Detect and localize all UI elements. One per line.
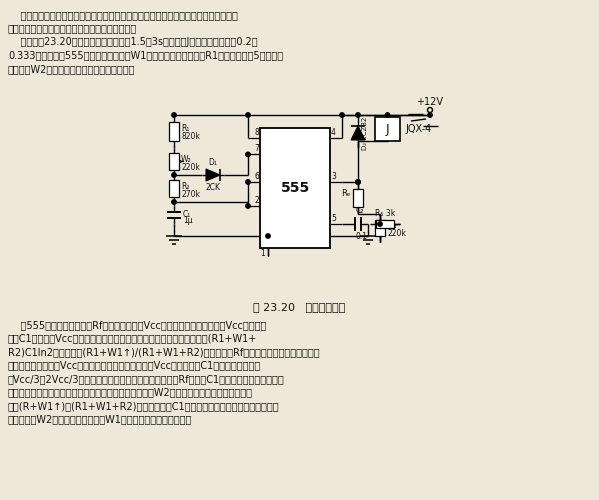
- Text: J: J: [386, 122, 389, 136]
- Circle shape: [246, 152, 250, 156]
- Bar: [169, 154, 179, 170]
- Bar: [260, 128, 330, 248]
- Text: R2)C1ln2，占空比为(R1+W1↑)/(R1+W1+R2)。现在有了Rf反馈，首先使周期变长了，因: R2)C1ln2，占空比为(R1+W1↑)/(R1+W1+R2)。现在有了Rf反…: [8, 347, 320, 357]
- Text: 仍由(R+W1↑)和(R1+W1+R2)的比例决定，C1的充电时间长则放电时间也按比例地: 仍由(R+W1↑)和(R1+W1+R2)的比例决定，C1的充电时间长则放电时间也…: [8, 401, 280, 411]
- Bar: [375, 220, 385, 236]
- Bar: [375, 117, 400, 141]
- Text: 3: 3: [331, 172, 336, 181]
- Text: 820k: 820k: [181, 132, 200, 140]
- Text: C₂: C₂: [356, 206, 364, 215]
- Circle shape: [385, 113, 390, 117]
- Text: 270k: 270k: [181, 190, 200, 200]
- Text: R₅ 3k: R₅ 3k: [375, 209, 395, 218]
- Circle shape: [246, 113, 250, 117]
- Circle shape: [340, 113, 344, 117]
- Text: W₂: W₂: [181, 156, 192, 164]
- Circle shape: [378, 222, 382, 226]
- Text: 1μ: 1μ: [183, 216, 193, 225]
- Text: +12V: +12V: [416, 97, 443, 107]
- Text: 220k: 220k: [181, 164, 200, 172]
- Circle shape: [356, 180, 360, 184]
- Text: JQX-4: JQX-4: [405, 124, 431, 134]
- Text: C₁: C₁: [183, 210, 191, 219]
- Text: 该开关电路是用于电动机调速控制的，其间歇周期和间歇时间均可分别独立调节而互: 该开关电路是用于电动机调速控制的，其间歇周期和间歇时间均可分别独立调节而互: [8, 10, 238, 20]
- Circle shape: [356, 113, 360, 117]
- Text: 7: 7: [254, 144, 259, 154]
- Circle shape: [266, 234, 270, 238]
- Circle shape: [356, 180, 360, 184]
- Circle shape: [246, 204, 250, 208]
- Text: 8: 8: [254, 128, 259, 136]
- Text: 555: 555: [280, 181, 310, 195]
- Text: R₂: R₂: [181, 182, 189, 192]
- Text: 6: 6: [254, 172, 259, 181]
- Text: Rₑ: Rₑ: [341, 190, 351, 198]
- Text: 5: 5: [331, 214, 336, 223]
- Text: D₂ 2CZ82: D₂ 2CZ82: [362, 117, 368, 150]
- Text: 1: 1: [260, 249, 265, 258]
- Text: 出Vcc/3～2Vcc/3，就需变更长的充电时间和放电时间，Rf越小，C1上电压就越要向高、低两: 出Vcc/3～2Vcc/3，就需变更长的充电时间和放电时间，Rf越小，C1上电压…: [8, 374, 285, 384]
- Circle shape: [172, 173, 176, 177]
- Text: R₁: R₁: [181, 124, 189, 132]
- Text: 按555的通常用法是不设Rf的，触发电平是Vcc的三分之一，复位阈值是Vcc的三分之: 按555的通常用法是不设Rf的，触发电平是Vcc的三分之一，复位阈值是Vcc的三…: [8, 320, 267, 330]
- Text: D₁: D₁: [208, 158, 217, 167]
- Text: 二，C1上电压在Vcc的三分之一与三分之二之间充放电反复变化，周期为(R1+W1+: 二，C1上电压在Vcc的三分之一与三分之二之间充放电反复变化，周期为(R1+W1…: [8, 334, 257, 344]
- Text: 220k: 220k: [387, 229, 406, 238]
- Text: 图 23.20   可调间歇开关: 图 23.20 可调间歇开关: [253, 302, 345, 312]
- Text: 2: 2: [254, 196, 259, 205]
- Circle shape: [428, 113, 432, 117]
- Bar: [376, 220, 394, 228]
- Circle shape: [172, 113, 176, 117]
- Text: 2CK: 2CK: [205, 183, 220, 192]
- Text: 0.333连续可调。555构成多谐振荡器，W1调节输出脉冲占空比，R1构成控制端第5脚的反馈: 0.333连续可调。555构成多谐振荡器，W1调节输出脉冲占空比，R1构成控制端…: [8, 50, 283, 60]
- Text: 电路见图23.20所示。这里设定周期为1.5～3s，继电器J吸动时间占空比为0.2～: 电路见图23.20所示。这里设定周期为1.5～3s，继电器J吸动时间占空比为0.…: [8, 37, 258, 47]
- Text: 增长，所以W2调节不影响占空比，W1可以单独用作占空比调节。: 增长，所以W2调节不影响占空比，W1可以单独用作占空比调节。: [8, 414, 192, 424]
- Circle shape: [172, 200, 176, 204]
- Polygon shape: [351, 126, 365, 140]
- Bar: [169, 122, 179, 142]
- Text: 不影响，也可作为其他控制振荡信号发生器使用。: 不影响，也可作为其他控制振荡信号发生器使用。: [8, 24, 137, 34]
- Text: 为这使触发电平小于Vcc的三分之一，而复位阈值大于Vcc三分之二，C1上电压变化范围超: 为这使触发电平小于Vcc的三分之一，而复位阈值大于Vcc三分之二，C1上电压变化…: [8, 360, 261, 370]
- Polygon shape: [206, 169, 220, 181]
- Circle shape: [246, 180, 250, 184]
- Bar: [169, 180, 179, 196]
- Bar: [353, 189, 363, 207]
- Text: 0.1: 0.1: [356, 232, 368, 241]
- Text: W₃: W₃: [387, 221, 398, 230]
- Text: 4: 4: [331, 128, 336, 136]
- Text: 端扩展，充放电时间也就越长，振荡周期也就越长，所以W2可以调节周期，但这时占空比却: 端扩展，充放电时间也就越长，振荡周期也就越长，所以W2可以调节周期，但这时占空比…: [8, 388, 253, 398]
- Text: 电路，用W2可调节振荡周期而不影响占空比。: 电路，用W2可调节振荡周期而不影响占空比。: [8, 64, 135, 74]
